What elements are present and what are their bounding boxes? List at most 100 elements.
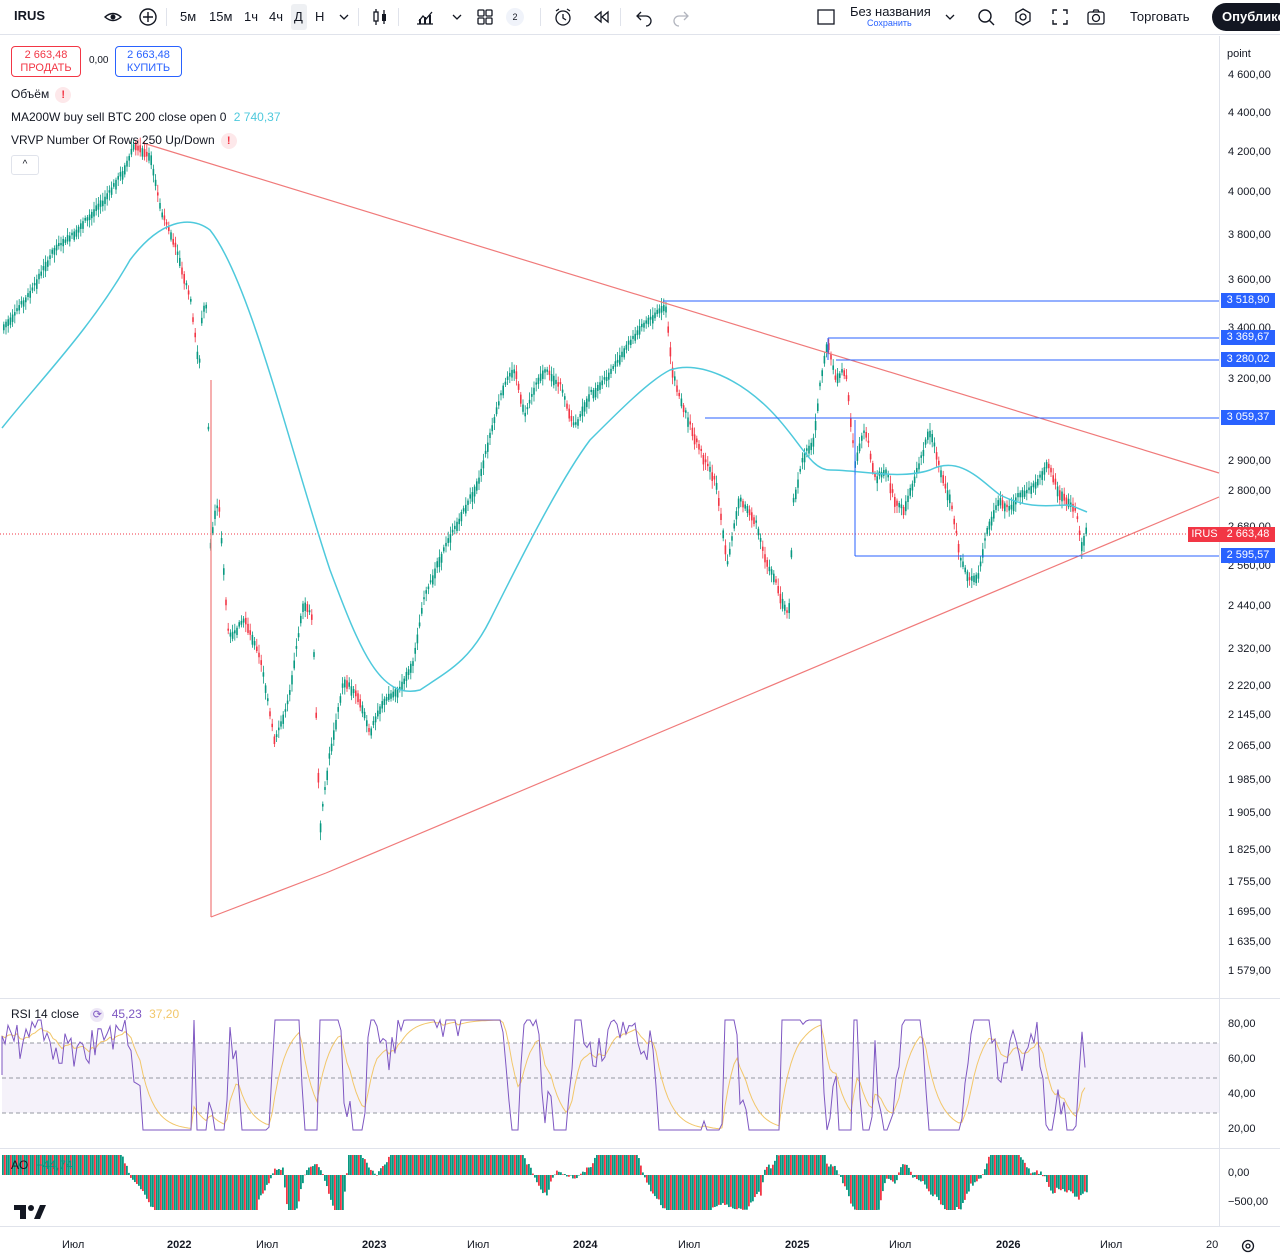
ao-bar [516, 1155, 518, 1175]
chevron-down-icon[interactable] [334, 7, 354, 27]
interval-w[interactable]: Н [315, 9, 325, 24]
time-axis-label: Июл [889, 1239, 912, 1251]
ao-bar [664, 1175, 666, 1209]
symbol-search[interactable]: IRUS [14, 8, 46, 23]
rsi-signal-line [1, 1019, 1086, 1130]
hline-tag[interactable]: 3 518,90 [1221, 293, 1275, 308]
warning-icon[interactable]: ! [55, 87, 72, 103]
fullscreen-icon[interactable] [1050, 7, 1070, 27]
ao-bar [486, 1155, 488, 1175]
ao-bar [1016, 1155, 1018, 1175]
ao-bar [332, 1175, 334, 1206]
ao-bar [478, 1155, 480, 1175]
replay-icon[interactable] [591, 7, 611, 27]
candle-body [506, 376, 509, 380]
candle-body [953, 518, 955, 525]
candle-body [984, 538, 986, 541]
candle-body [154, 179, 157, 187]
ao-bar [190, 1175, 192, 1210]
candle-body [3, 324, 5, 331]
candle-body [979, 561, 982, 567]
ao-bar [756, 1175, 758, 1195]
search-icon[interactable] [976, 7, 996, 27]
interval-d[interactable]: Д [294, 9, 303, 24]
hline-tag[interactable]: 2 595,57 [1221, 548, 1275, 563]
candle-body [665, 306, 667, 313]
candle-body [801, 458, 804, 463]
ao-bar [718, 1175, 720, 1205]
add-symbol-icon[interactable] [138, 7, 158, 27]
candle-body [16, 308, 18, 312]
candle-body [821, 370, 823, 377]
hline-tag[interactable]: 3 059,37 [1221, 410, 1275, 425]
candle-body [432, 575, 434, 585]
redo-icon[interactable] [671, 7, 691, 27]
layout-box-icon[interactable] [816, 7, 836, 27]
trade-button[interactable]: Торговать [1130, 9, 1190, 24]
candle-body [88, 214, 91, 221]
hline-tag[interactable]: 3 369,67 [1221, 330, 1275, 345]
interval-4h[interactable]: 4ч [269, 9, 284, 24]
eye-icon[interactable] [103, 7, 123, 27]
candle-body [306, 604, 309, 612]
hline-tag[interactable]: 3 280,02 [1221, 352, 1275, 367]
vrvp-legend[interactable]: VRVP Number Of Rows 250 Up/Down! [11, 133, 237, 149]
ao-bar [214, 1175, 216, 1210]
ao-bar [786, 1155, 788, 1175]
pane-divider-ao[interactable] [0, 1148, 1280, 1149]
tradingview-logo-icon[interactable] [14, 1203, 46, 1221]
layout-grid-icon[interactable] [475, 7, 495, 27]
candle-body [561, 389, 564, 393]
rsi-legend[interactable]: RSI 14 close ⟳ 45,23 37,20 [11, 1007, 179, 1022]
candle-body [779, 593, 782, 604]
layout-save-link[interactable]: Сохранить [867, 18, 912, 28]
chevron-down-icon[interactable] [447, 7, 467, 27]
settings-gear-icon[interactable] [1240, 1238, 1256, 1254]
pane-divider-rsi[interactable] [0, 998, 1280, 999]
candle-body [616, 359, 619, 363]
settings-icon[interactable] [1013, 7, 1033, 27]
ao-bar [466, 1155, 468, 1175]
refresh-icon[interactable]: ⟳ [90, 1007, 105, 1022]
ma-legend[interactable]: MA200W buy sell BTC 200 close open 0 2 7… [11, 110, 281, 124]
candle-body [997, 500, 999, 506]
candle-body [685, 410, 687, 413]
candle-body [412, 661, 414, 666]
ao-bar [602, 1155, 604, 1175]
chevron-down-icon[interactable] [940, 7, 960, 27]
ao-bar [888, 1175, 890, 1179]
candle-body [476, 481, 478, 491]
candle-body [746, 506, 749, 514]
candles-icon[interactable] [370, 7, 390, 27]
alert-icon[interactable] [553, 7, 573, 27]
sell-button[interactable]: 2 663,48 ПРОДАТЬ [11, 46, 81, 77]
candle-body [627, 340, 630, 345]
ao-bar [44, 1155, 46, 1175]
warning-icon[interactable]: ! [220, 133, 237, 149]
ao-legend[interactable]: AO −44,74 [11, 1158, 73, 1172]
candle-body [286, 700, 289, 705]
volume-legend[interactable]: Объём! [11, 87, 72, 103]
ao-bar [26, 1155, 28, 1175]
buy-button[interactable]: 2 663,48 КУПИТЬ [115, 46, 182, 77]
collapse-legend-button[interactable]: ^ [11, 155, 39, 175]
ao-bar [488, 1155, 490, 1175]
ao-bar [376, 1174, 378, 1176]
price-axis-unit[interactable]: point [1227, 48, 1251, 60]
camera-icon[interactable] [1086, 7, 1106, 27]
publish-button[interactable]: Опублико [1212, 3, 1280, 31]
interval-15m[interactable]: 15м [209, 9, 233, 24]
ao-bar [82, 1155, 84, 1175]
ao-bar [840, 1175, 842, 1177]
indicators-icon[interactable] [415, 7, 435, 27]
candle-body [69, 235, 71, 242]
interval-1h[interactable]: 1ч [244, 9, 259, 24]
interval-5m[interactable]: 5м [180, 9, 197, 24]
ao-bar [176, 1175, 178, 1210]
undo-icon[interactable] [634, 7, 654, 27]
layouts-count-badge[interactable]: 2 [506, 8, 524, 26]
layout-title[interactable]: Без названия [850, 4, 931, 19]
ao-bar [128, 1172, 130, 1175]
candle-body [326, 770, 328, 781]
